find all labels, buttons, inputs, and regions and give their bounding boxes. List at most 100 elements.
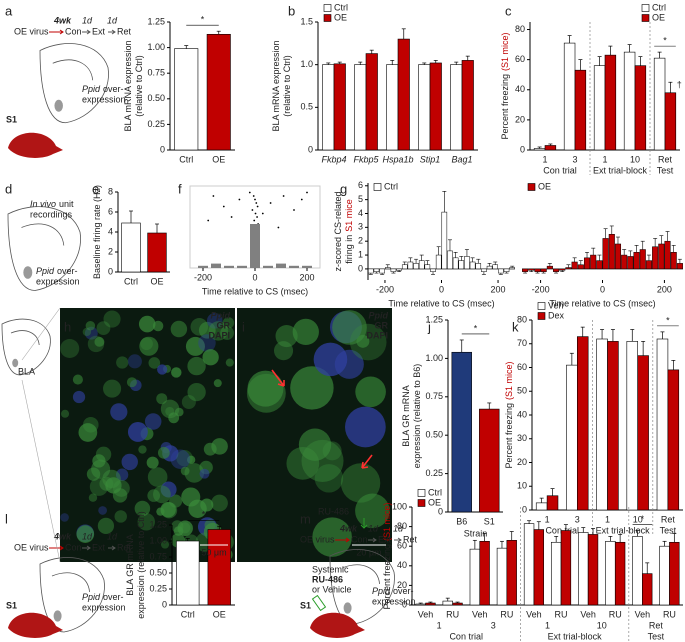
spike bbox=[277, 226, 280, 229]
cell bbox=[89, 477, 109, 496]
arrow bbox=[49, 29, 64, 35]
spike bbox=[252, 195, 255, 197]
label: Systemic bbox=[312, 564, 349, 574]
spike bbox=[256, 205, 259, 208]
cell bbox=[188, 499, 207, 518]
y-tick-label: 0.50 bbox=[425, 430, 443, 440]
bar bbox=[386, 64, 399, 151]
syringe bbox=[311, 594, 327, 612]
x-axis-label: Strain bbox=[464, 528, 488, 538]
spike bbox=[212, 195, 215, 197]
y-tick-label: 100 bbox=[392, 501, 407, 511]
cell bbox=[345, 406, 386, 448]
y-tick-label: 0 bbox=[162, 599, 167, 609]
label: S1 bbox=[6, 114, 17, 124]
legend-label: OE bbox=[538, 181, 551, 191]
spike bbox=[300, 198, 303, 201]
label: expression bbox=[82, 602, 126, 612]
significance: * bbox=[641, 514, 645, 524]
bar bbox=[656, 338, 669, 511]
cell bbox=[314, 464, 344, 493]
annotation: † bbox=[677, 80, 682, 90]
bar bbox=[637, 355, 649, 511]
y-tick-label: 2 bbox=[108, 246, 113, 256]
section-label: Test bbox=[657, 165, 674, 175]
bar bbox=[418, 260, 425, 270]
panel-label: k bbox=[512, 319, 519, 334]
label: 4wk bbox=[339, 523, 358, 533]
legend-label: OE bbox=[334, 12, 347, 22]
y-axis-label: Baseline firing rate (Hz) bbox=[92, 185, 102, 279]
x-tick-label: Stip1 bbox=[420, 154, 441, 164]
bar bbox=[461, 60, 474, 151]
cell bbox=[147, 489, 161, 502]
label: 4wk bbox=[53, 531, 72, 541]
zoom-lines bbox=[21, 307, 61, 563]
label: 4wk bbox=[53, 15, 72, 25]
label: or Vehicle bbox=[312, 584, 352, 594]
bar bbox=[413, 263, 419, 270]
x-tick-label: Ctrl bbox=[179, 154, 193, 164]
y-tick-label: 1 bbox=[358, 249, 363, 259]
arrow bbox=[82, 545, 91, 551]
label: Ppid bbox=[211, 310, 231, 320]
x-tick-label: RU bbox=[500, 609, 513, 619]
y-axis-label: Percent freezing (S1 mice) bbox=[504, 361, 514, 468]
cell bbox=[177, 520, 193, 537]
cell bbox=[213, 379, 222, 388]
y-tick-label: 10 bbox=[517, 481, 527, 491]
bar bbox=[365, 53, 378, 151]
y-tick-label: 0.25 bbox=[147, 119, 165, 129]
label: Ret bbox=[117, 542, 132, 552]
x-tick-label: Hspa1b bbox=[382, 154, 413, 164]
label-part: (relative to Ctrl) bbox=[282, 55, 292, 117]
cell bbox=[220, 326, 235, 340]
bar bbox=[435, 254, 442, 270]
arrow bbox=[108, 545, 116, 551]
label-part: unit bbox=[59, 199, 74, 209]
trial-label: 1 bbox=[545, 620, 550, 630]
x-tick-label: 3 bbox=[575, 514, 580, 524]
x-tick-label: 0 bbox=[600, 284, 605, 294]
x-tick-label: S1 bbox=[484, 516, 495, 526]
bar bbox=[645, 260, 652, 270]
label: Ext bbox=[92, 26, 106, 36]
bar bbox=[458, 260, 465, 270]
bar bbox=[368, 268, 374, 274]
bar bbox=[333, 63, 346, 151]
brain-outline bbox=[1, 318, 51, 376]
cell bbox=[138, 315, 156, 333]
bar bbox=[479, 540, 490, 606]
bar bbox=[664, 92, 677, 151]
x-tick-label: Veh bbox=[418, 609, 434, 619]
bar bbox=[523, 523, 535, 606]
mouse bbox=[8, 612, 63, 638]
label: Ppid over- bbox=[82, 592, 124, 602]
cell bbox=[313, 342, 348, 377]
significance: * bbox=[202, 510, 206, 520]
label: Ppid over- bbox=[82, 84, 124, 94]
bar bbox=[560, 530, 572, 606]
x-axis-label: Time relative to CS (msec) bbox=[202, 286, 308, 296]
label-part: (relative to Ctrl) bbox=[134, 55, 144, 117]
mouse bbox=[8, 132, 63, 158]
label: 1d bbox=[82, 15, 93, 25]
cell bbox=[171, 367, 182, 378]
legend-swatch bbox=[641, 4, 650, 12]
arrow bbox=[368, 537, 377, 543]
panel-label: a bbox=[5, 3, 13, 18]
label: 20 μm bbox=[356, 547, 381, 557]
bar bbox=[540, 268, 547, 272]
cell bbox=[187, 356, 206, 376]
label: Con bbox=[65, 542, 82, 552]
x-tick-label: 1 bbox=[605, 514, 610, 524]
bar bbox=[550, 541, 562, 606]
label: expression bbox=[372, 596, 416, 606]
arrow bbox=[361, 454, 373, 469]
cell bbox=[78, 423, 98, 442]
significance: * bbox=[201, 15, 205, 25]
y-tick-label: 0 bbox=[308, 144, 313, 154]
legend-swatch bbox=[527, 183, 536, 191]
cell bbox=[110, 403, 128, 421]
bar bbox=[481, 268, 487, 272]
